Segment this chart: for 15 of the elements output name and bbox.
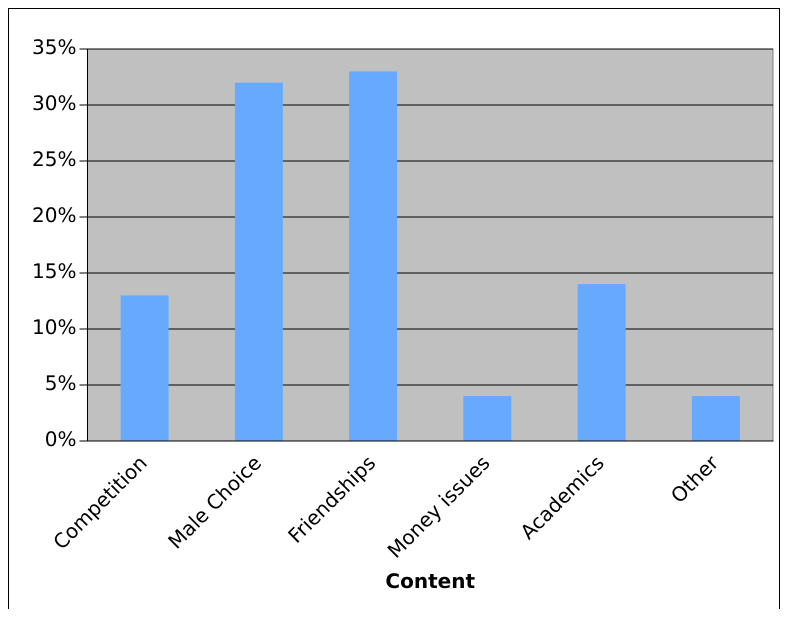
y-tick-label: 30% <box>32 91 76 116</box>
y-tick-label: 5% <box>44 371 76 396</box>
y-tick-label: 10% <box>32 315 76 340</box>
bar <box>349 71 398 440</box>
bar <box>120 295 169 440</box>
x-axis-title: Content <box>385 569 476 594</box>
bar <box>578 284 626 440</box>
y-tick-label: 25% <box>32 147 76 172</box>
bar <box>692 396 740 440</box>
bar <box>463 396 512 440</box>
y-tick-label: 0% <box>44 427 76 452</box>
y-tick-label: 20% <box>32 203 76 228</box>
y-tick-label: 35% <box>32 35 76 60</box>
y-tick-label: 15% <box>32 259 76 284</box>
bar <box>234 82 283 440</box>
